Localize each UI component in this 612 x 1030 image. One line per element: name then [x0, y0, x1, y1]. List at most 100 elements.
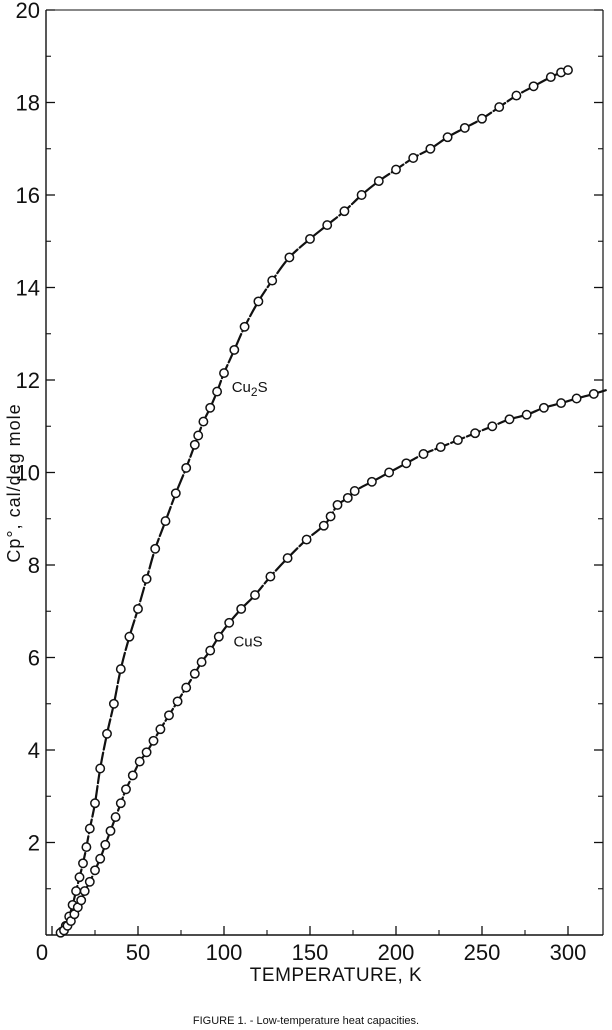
data-point-cus — [100, 839, 111, 850]
data-point-cus — [141, 747, 152, 758]
data-point-cus — [521, 409, 532, 420]
data-point-cus — [301, 534, 312, 545]
data-point-cus — [148, 735, 159, 746]
data-point-cus — [366, 476, 377, 487]
data-point-cus — [155, 724, 166, 735]
y-tick-label: 16 — [16, 183, 40, 208]
data-point-cus — [110, 812, 121, 823]
data-point-cu2s — [181, 462, 192, 473]
data-point-cu2s — [160, 516, 171, 527]
chart-axes — [45, 9, 604, 936]
data-point-cu2s — [528, 81, 539, 92]
data-point-cus — [452, 435, 463, 446]
data-point-cu2s — [81, 842, 92, 853]
y-tick-label: 14 — [16, 276, 40, 301]
data-point-cus — [164, 710, 174, 721]
data-point-cu2s — [219, 368, 229, 379]
data-point-cu2s — [198, 416, 209, 427]
data-point-cus — [205, 645, 216, 656]
data-point-cus — [384, 467, 395, 478]
data-point-cus — [342, 492, 353, 503]
data-point-cus — [325, 511, 336, 522]
y-axis-ticks: 2 4 6 8 10 12 14 16 18 20 — [16, 0, 603, 890]
data-point-cus — [504, 414, 515, 425]
x-tick-label: 300 — [550, 940, 587, 965]
data-point-cus — [224, 617, 235, 628]
data-point-cu2s — [339, 206, 350, 217]
data-point-cu2s — [115, 664, 126, 675]
y-tick-label: 6 — [28, 646, 40, 671]
data-point-cus — [571, 393, 582, 404]
data-point-cu2s — [391, 164, 401, 175]
data-point-cu2s — [563, 65, 573, 76]
data-point-cu2s — [102, 728, 112, 739]
data-point-cu2s — [442, 132, 453, 143]
data-point-cu2s — [133, 603, 143, 614]
data-point-cu2s — [205, 402, 216, 413]
data-point-cus — [172, 696, 183, 707]
data-point-cu2s — [108, 698, 119, 709]
data-point-cus — [332, 499, 343, 510]
figure-caption: FIGURE 1. - Low-temperature heat capacit… — [193, 1015, 419, 1027]
data-point-cu2s — [150, 543, 161, 554]
data-point-cu2s — [373, 176, 384, 187]
x-tick-label: 50 — [126, 940, 150, 965]
data-point-cus — [213, 631, 224, 642]
data-point-cu2s — [71, 886, 82, 897]
data-point-cu2s — [267, 275, 278, 286]
series-label-cu2s: Cu2S — [232, 379, 268, 399]
data-point-cu2s — [141, 573, 152, 584]
data-point-cus — [418, 449, 429, 459]
data-point-cus — [76, 895, 87, 906]
y-tick-label: 12 — [16, 368, 40, 393]
data-point-cu2s — [124, 631, 135, 642]
data-point-cu2s — [239, 321, 250, 332]
data-point-cu2s — [229, 344, 240, 355]
data-point-cu2s — [253, 296, 264, 307]
data-point-cus — [556, 398, 567, 409]
data-point-cus — [435, 442, 446, 453]
data-point-cus — [470, 428, 481, 439]
data-point-cu2s — [545, 72, 556, 83]
series-label-cus: CuS — [233, 633, 262, 650]
data-point-cus — [90, 865, 100, 876]
series-line-cus — [59, 389, 607, 934]
data-point-cus — [282, 553, 293, 564]
data-point-cus — [79, 886, 90, 897]
x-axis-ticks: 0 50 100 150 200 250 300 — [36, 926, 586, 965]
data-point-cu2s — [284, 252, 295, 263]
data-point-cus — [115, 798, 126, 809]
data-point-cus — [84, 876, 95, 887]
data-point-cu2s — [74, 872, 85, 883]
data-point-cus — [250, 590, 260, 601]
data-point-cus — [401, 458, 412, 469]
x-tick-label: 200 — [378, 940, 415, 965]
data-point-cus — [318, 520, 329, 531]
data-point-cus — [265, 571, 276, 582]
data-point-cu2s — [95, 763, 106, 774]
x-axis-label: TEMPERATURE, K — [250, 965, 422, 986]
data-point-cus — [588, 388, 599, 399]
data-point-cus — [487, 421, 498, 432]
data-point-cu2s — [356, 190, 367, 200]
data-point-cus — [196, 657, 207, 668]
data-point-cu2s — [78, 858, 88, 869]
data-point-cu2s — [408, 153, 419, 163]
x-tick-label: 250 — [464, 940, 501, 965]
y-axis-label: Cp°, cal/deg mole — [4, 403, 24, 562]
data-point-cus — [95, 853, 106, 864]
data-point-cu2s — [511, 90, 522, 101]
data-point-cus — [189, 668, 200, 679]
data-point-cus — [121, 784, 131, 795]
y-tick-label: 8 — [28, 553, 40, 578]
data-point-cu2s — [305, 233, 315, 244]
data-point-cus — [349, 486, 360, 496]
series-curves — [59, 69, 607, 934]
data-point-cu2s — [459, 122, 470, 133]
data-point-cu2s — [189, 439, 200, 450]
data-point-cu2s — [90, 798, 100, 809]
y-tick-label: 10 — [16, 461, 40, 486]
y-tick-label: 4 — [28, 738, 40, 763]
data-point-cu2s — [477, 113, 487, 124]
